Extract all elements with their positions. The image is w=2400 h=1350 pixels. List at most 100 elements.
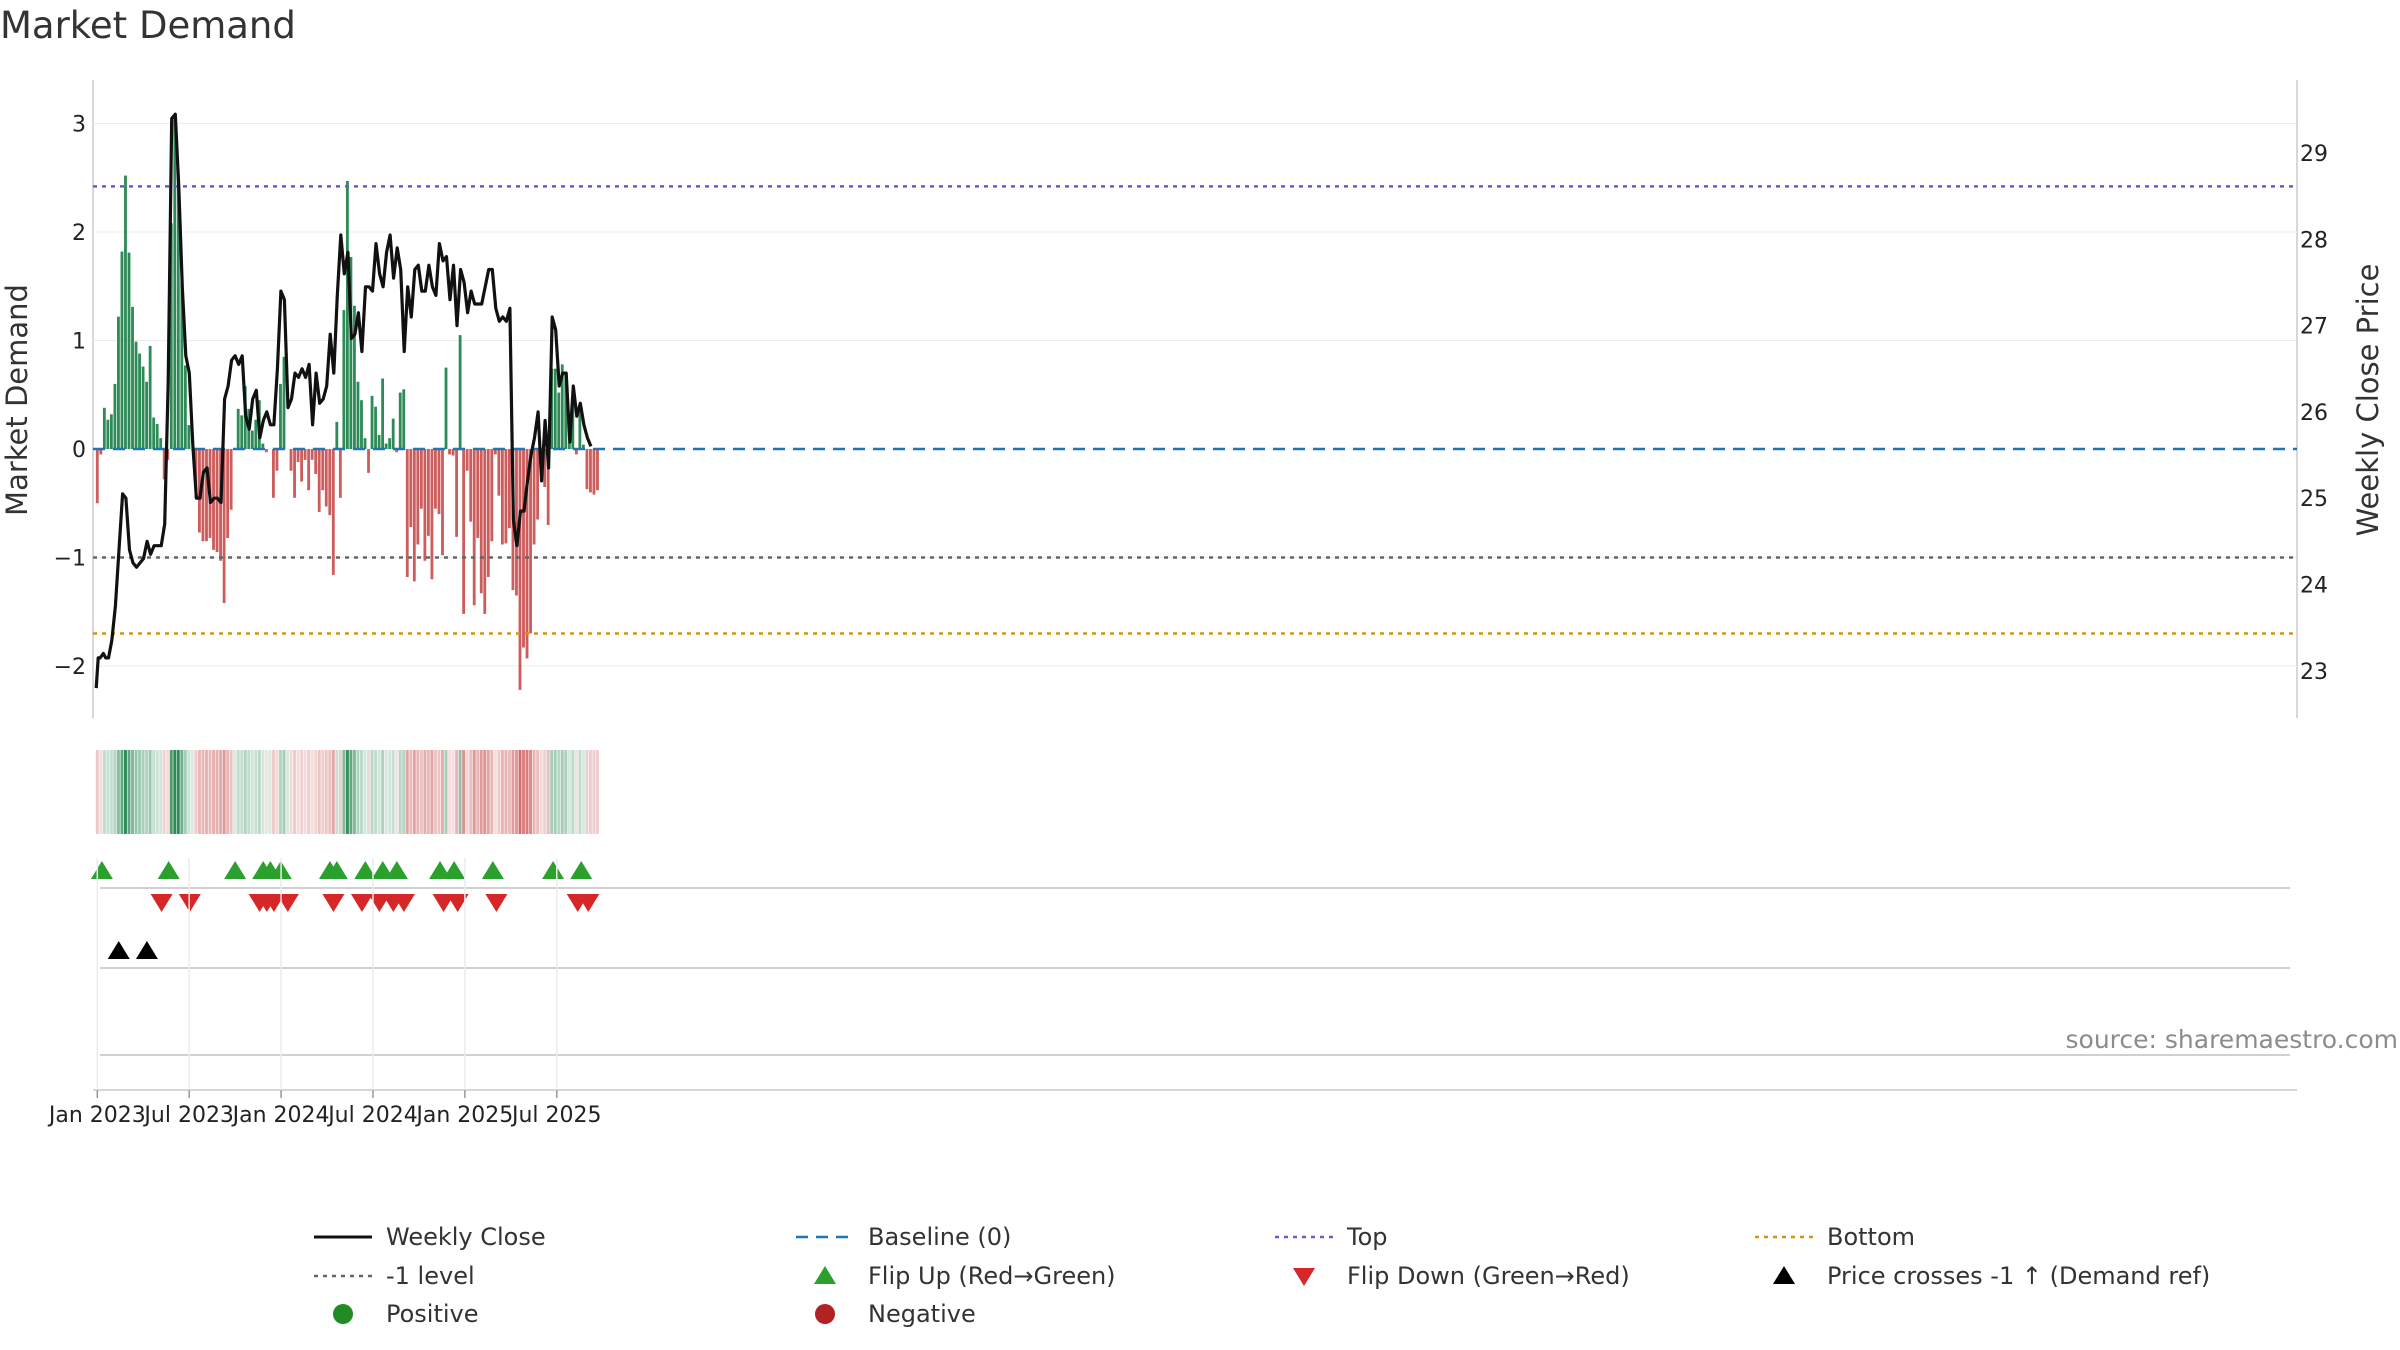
strip-cell [377,750,381,834]
legend-negative-swatch [815,1304,835,1324]
demand-bar [515,449,518,596]
strip-cell [173,750,177,834]
strip-cell [455,750,459,834]
strip-cell [416,750,420,834]
strip-cell [282,750,286,834]
source-note: source: sharemaestro.com [2066,1025,2399,1054]
strip-cell [138,750,142,834]
legend-flip-up-swatch [814,1266,836,1284]
strip-cell [342,750,346,834]
demand-bar [451,449,455,456]
strip-cell [514,750,518,834]
demand-bar [508,449,511,529]
demand-bar [145,381,149,449]
strip-cell [497,750,501,834]
strip-cell [205,750,208,834]
y2-tick-label: 26 [2300,401,2328,426]
demand-bar [106,419,110,449]
demand-bar [338,449,342,498]
demand-bar [423,449,427,561]
demand-bar [434,449,437,509]
strip-cell [197,750,201,834]
strip-cell [222,750,226,834]
strip-cell [567,750,571,834]
strip-cell [546,750,550,834]
strip-cell [384,750,388,834]
flip-down-marker [577,894,600,912]
strip-cell [321,750,325,834]
strip-cell [219,750,223,834]
demand-bar [120,251,124,449]
strip-cell [381,750,385,834]
demand-bar [155,424,159,449]
strip-cell [462,750,466,834]
strip-cell [553,750,557,834]
demand-bar [377,434,381,449]
demand-bar [518,449,522,690]
strip-cell [511,750,515,834]
strip-cell [465,750,469,834]
strip-cell [345,750,349,834]
demand-bar [571,401,575,449]
strip-cell [493,750,497,834]
demand-bar [469,449,473,522]
demand-bar [430,449,434,580]
demand-bar [581,444,585,449]
demand-bar [335,421,339,449]
strip-cell [226,750,230,834]
demand-bar [324,449,328,507]
strip-cell [448,750,452,834]
demand-bar [310,449,314,460]
y2-tick-label: 28 [2300,228,2328,253]
flip-down-marker [392,894,415,912]
demand-bar [574,449,578,455]
demand-bar [550,368,554,449]
legend-price-cross-swatch [1773,1266,1795,1284]
strip-cell [395,750,399,834]
demand-bar [261,443,265,449]
demand-bar [529,449,532,634]
strip-cell [423,750,427,834]
strip-cell [134,750,138,834]
strip-cell [208,750,212,834]
strip-cell [190,750,194,834]
x-tick-label: Jan 2024 [231,1103,330,1128]
x-tick-label: Jul 2025 [510,1103,602,1128]
flip-down-marker [446,894,469,912]
price-cross-marker [107,941,130,959]
demand-bar [546,449,550,525]
demand-bar [500,449,504,545]
demand-bar [391,418,395,449]
plot-area [92,80,2298,718]
legend-negative-label: Negative [868,1300,976,1328]
legend-positive-label: Positive [386,1300,479,1328]
flip-down-marker [322,894,345,912]
demand-bar [289,449,293,471]
strip-cell [187,750,191,834]
strip-cell [578,750,582,834]
strip-cell [458,750,462,834]
strip-cell [194,750,198,834]
demand-bar [448,449,451,455]
legend-positive-swatch [333,1304,353,1324]
demand-bar [152,417,156,449]
demand-bar [585,449,589,490]
strip-cell [236,750,240,834]
demand-bar [131,306,134,449]
demand-bar [314,449,318,474]
demand-bar [183,365,187,449]
demand-bar [205,449,208,542]
demand-bar [134,341,138,449]
demand-bar [416,449,420,545]
strip-cell [183,750,187,834]
strip-cell [335,750,339,834]
demand-bar [553,368,557,449]
strip-cell [596,750,599,834]
demand-bar [557,392,561,449]
demand-bar [331,449,335,575]
demand-bar [592,449,596,495]
strip-cell [250,750,254,834]
y-tick-label: −2 [54,655,86,680]
